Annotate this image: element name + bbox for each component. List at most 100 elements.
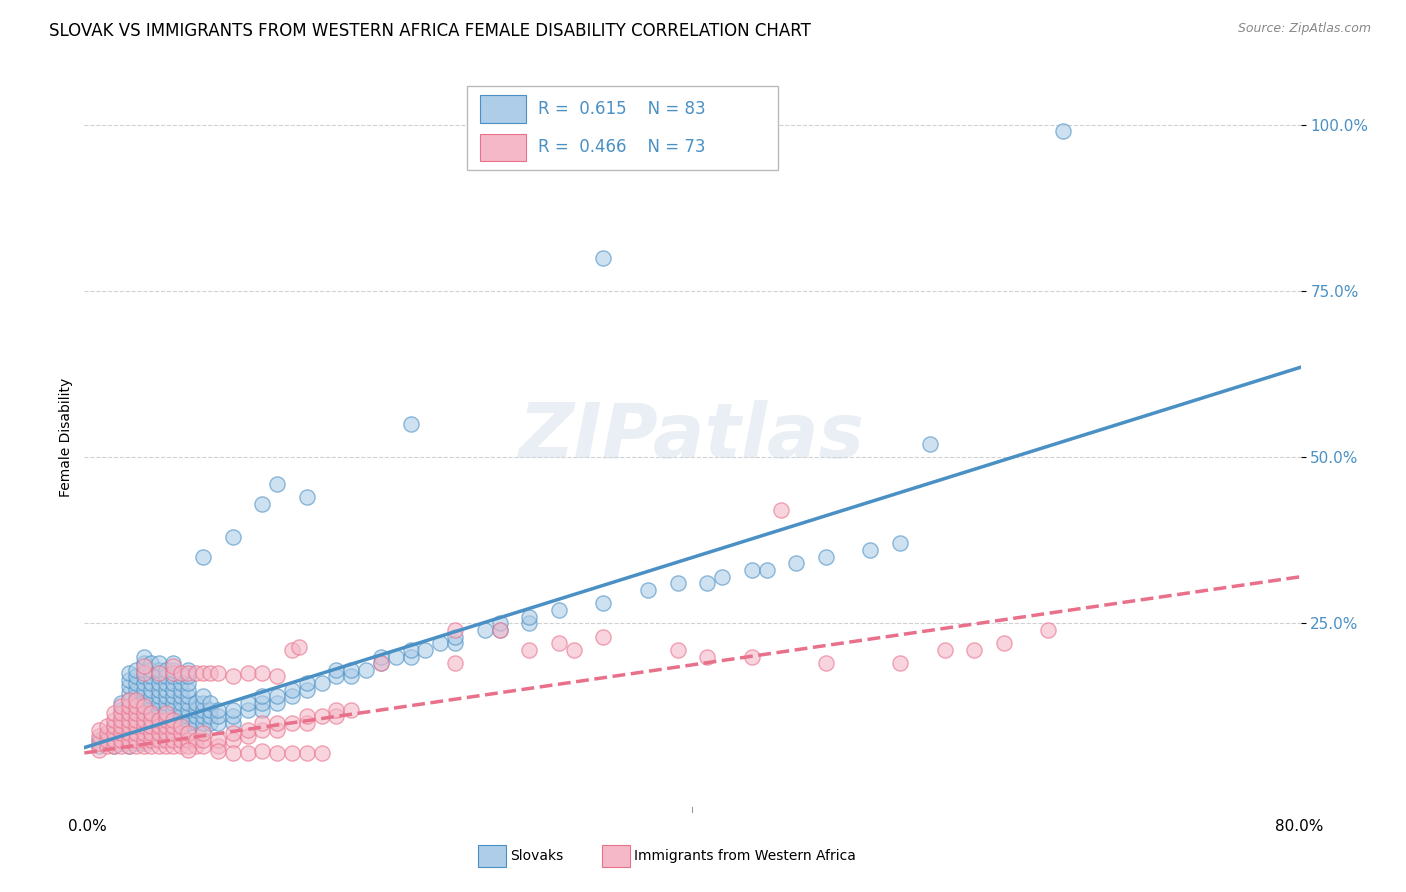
Point: [859, 543, 882, 558]
Point: [399, 417, 422, 431]
Point: [132, 706, 155, 720]
Point: [162, 719, 184, 733]
Point: [132, 669, 155, 683]
Point: [444, 656, 467, 670]
Point: [125, 709, 148, 723]
Point: [177, 739, 200, 754]
Point: [177, 676, 200, 690]
Point: [96, 719, 118, 733]
Point: [139, 709, 162, 723]
Point: [191, 703, 214, 717]
Point: [666, 643, 689, 657]
Point: [155, 723, 177, 737]
Point: [132, 719, 155, 733]
Point: [139, 669, 162, 683]
Point: [132, 726, 155, 740]
Point: [148, 663, 170, 677]
Point: [325, 669, 347, 683]
Point: [155, 709, 177, 723]
Point: [177, 669, 200, 683]
Point: [184, 696, 207, 710]
Point: [399, 649, 422, 664]
Point: [200, 666, 222, 681]
Point: [488, 616, 510, 631]
Point: [221, 669, 243, 683]
Point: [295, 709, 318, 723]
Point: [340, 663, 363, 677]
Point: [162, 713, 184, 727]
Point: [110, 736, 132, 750]
Point: [266, 690, 288, 704]
Point: [170, 690, 193, 704]
Point: [517, 616, 540, 631]
Point: [517, 609, 540, 624]
Point: [125, 669, 148, 683]
Text: R =  0.615    N = 83: R = 0.615 N = 83: [538, 100, 706, 118]
Point: [125, 696, 148, 710]
Point: [177, 703, 200, 717]
Point: [918, 436, 941, 450]
Point: [934, 643, 956, 657]
Point: [148, 666, 170, 681]
Point: [177, 723, 200, 737]
Point: [125, 676, 148, 690]
Point: [110, 696, 132, 710]
Point: [266, 723, 288, 737]
Point: [429, 636, 451, 650]
Point: [755, 563, 778, 577]
Point: [191, 732, 214, 747]
Point: [281, 682, 304, 697]
Point: [118, 699, 141, 714]
Point: [118, 713, 141, 727]
Point: [118, 726, 141, 740]
Point: [139, 706, 162, 720]
Point: [170, 739, 193, 754]
Point: [770, 503, 793, 517]
Point: [184, 709, 207, 723]
Point: [96, 736, 118, 750]
Point: [177, 732, 200, 747]
Point: [266, 476, 288, 491]
Point: [295, 490, 318, 504]
Point: [177, 696, 200, 710]
Point: [295, 676, 318, 690]
Point: [118, 692, 141, 706]
Point: [139, 676, 162, 690]
Point: [311, 746, 333, 760]
Point: [148, 739, 170, 754]
Point: [125, 690, 148, 704]
Point: [110, 719, 132, 733]
Point: [148, 703, 170, 717]
Point: [125, 682, 148, 697]
Point: [110, 713, 132, 727]
Point: [252, 690, 274, 704]
Point: [548, 603, 571, 617]
Point: [340, 703, 363, 717]
Point: [548, 636, 571, 650]
Point: [139, 739, 162, 754]
Point: [139, 723, 162, 737]
Point: [170, 703, 193, 717]
Point: [155, 676, 177, 690]
Point: [993, 636, 1015, 650]
Point: [125, 736, 148, 750]
Point: [118, 686, 141, 700]
Point: [340, 669, 363, 683]
Point: [148, 656, 170, 670]
Point: [132, 659, 155, 673]
Point: [118, 680, 141, 694]
Point: [889, 656, 911, 670]
Point: [295, 746, 318, 760]
Point: [155, 726, 177, 740]
Point: [696, 576, 718, 591]
Text: Source: ZipAtlas.com: Source: ZipAtlas.com: [1237, 22, 1371, 36]
FancyBboxPatch shape: [467, 86, 778, 170]
Point: [118, 673, 141, 687]
Point: [207, 744, 229, 758]
Point: [666, 576, 689, 591]
Point: [148, 713, 170, 727]
Point: [191, 549, 214, 564]
Point: [162, 716, 184, 731]
Point: [637, 582, 659, 597]
Point: [170, 709, 193, 723]
